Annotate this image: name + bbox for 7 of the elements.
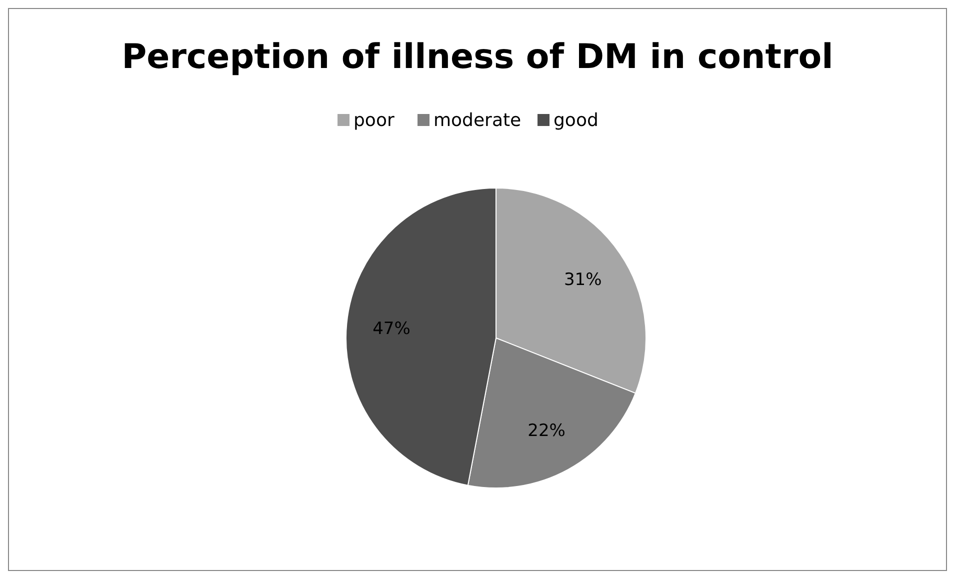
data-label: 31%: [564, 270, 602, 290]
chart-title: Perception of illness of DM in control: [122, 37, 834, 77]
legend-label: good: [554, 110, 598, 131]
legend-label: moderate: [434, 110, 522, 131]
data-label: 22%: [528, 420, 566, 441]
legend-label: poor: [354, 110, 395, 131]
data-label: 47%: [372, 319, 410, 340]
